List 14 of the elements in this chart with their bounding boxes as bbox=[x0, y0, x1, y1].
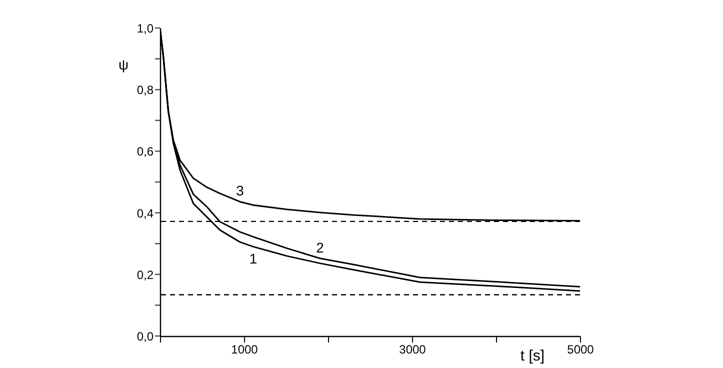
annotation: 3 bbox=[236, 182, 244, 199]
x-tick-label: 3000 bbox=[399, 342, 426, 356]
x-tick-label: 5000 bbox=[567, 342, 594, 356]
y-axis-title: ψ bbox=[118, 56, 129, 72]
y-tick-label: 0,8 bbox=[136, 83, 154, 98]
y-tick-label: 1,0 bbox=[136, 22, 154, 36]
annotation: 1 bbox=[249, 250, 258, 267]
y-tick-label: 0,0 bbox=[136, 330, 154, 344]
y-tick-label: 0,2 bbox=[136, 268, 154, 282]
x-axis-title: t [s] bbox=[520, 348, 545, 364]
x-tick-label: 1000 bbox=[231, 342, 258, 356]
annotation: 2 bbox=[316, 239, 324, 256]
y-tick-label: 0,4 bbox=[136, 206, 154, 220]
y-tick-label: 0,6 bbox=[136, 144, 154, 159]
